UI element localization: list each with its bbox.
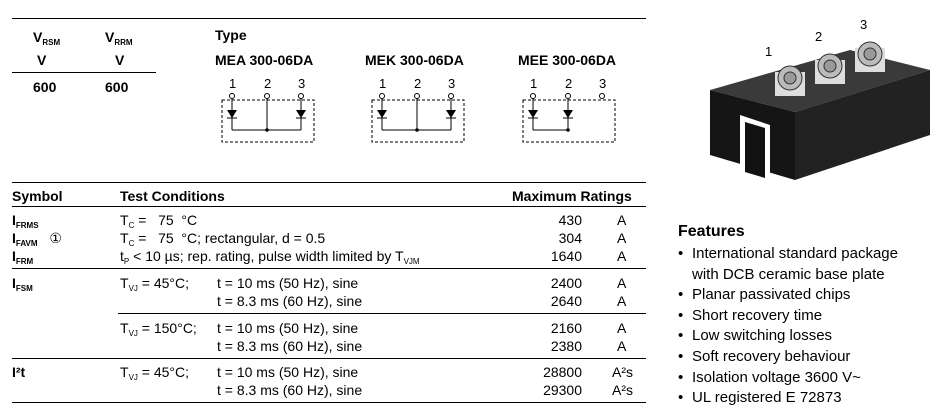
conditions-header: Test Conditions <box>120 188 225 204</box>
sym-ifsm: IFSM <box>12 275 33 293</box>
val-ifavm: 304 <box>558 230 582 246</box>
module-pin-2: 2 <box>815 29 823 44</box>
val-i2t-2: 29300 <box>543 382 582 398</box>
type-mek-name: MEK 300-06DA <box>365 52 464 68</box>
mek-pin-1: 1 <box>379 76 387 91</box>
sym-i2t: I²t <box>12 364 26 380</box>
vrsm-unit: V <box>37 52 47 68</box>
unit-ifsm-150-2: A <box>617 338 627 354</box>
feature-item-continuation: with DCB ceramic base plate <box>692 265 885 283</box>
feature-item: • International standard package <box>678 245 898 262</box>
module-pin-1: 1 <box>765 44 773 59</box>
cond-ifrms: TC = 75 °C <box>120 212 198 230</box>
mea-pin-3: 3 <box>298 76 306 91</box>
sym-ifrm: IFRM <box>12 248 34 266</box>
cond-ifsm-150-line1: t = 10 ms (50 Hz), sine <box>217 320 359 336</box>
sym-ifrms: IFRMS <box>12 212 39 230</box>
table-header-rule <box>12 206 646 207</box>
mek-pin-2: 2 <box>414 76 422 91</box>
unit-i2t-1: A²s <box>612 364 633 380</box>
cond-ifavm: TC = 75 °C; rectangular, d = 0.5 <box>120 230 326 248</box>
unit-ifsm-45-2: A <box>617 293 627 309</box>
mee-pin-1: 1 <box>530 76 538 91</box>
module-pin-3: 3 <box>860 17 868 32</box>
val-ifsm-45-2: 2640 <box>550 293 582 309</box>
type-mea-name: MEA 300-06DA <box>215 52 314 68</box>
mee-schematic <box>522 93 616 143</box>
cond-ifsm-45-line1: t = 10 ms (50 Hz), sine <box>217 275 359 291</box>
unit-ifsm-45-1: A <box>617 275 627 291</box>
vrrm-unit: V <box>115 52 125 68</box>
feature-item: • Isolation voltage 3600 V~ <box>678 368 861 386</box>
sym-ifavm: IFAVM ① <box>12 230 62 248</box>
mee-pin-3: 3 <box>599 76 607 91</box>
voltage-rule <box>12 72 156 73</box>
unit-ifsm-150-1: A <box>617 320 627 336</box>
vrrm-value: 600 <box>105 79 129 95</box>
cond-i2t-line1: t = 10 ms (50 Hz), sine <box>217 364 359 380</box>
cond-ifsm-45-line2: t = 8.3 ms (60 Hz), sine <box>217 293 363 309</box>
unit-ifrms: A <box>617 212 627 228</box>
table-top-rule <box>12 182 646 183</box>
symbol-header: Symbol <box>12 188 63 204</box>
val-ifrms: 430 <box>558 212 582 228</box>
features-list: • International standard package with DCB… <box>678 244 940 409</box>
mek-pin-3: 3 <box>448 76 456 91</box>
tvj-i2t-45: TVJ = 45°C; <box>120 364 190 382</box>
module-photo <box>710 41 930 180</box>
val-i2t-1: 28800 <box>543 364 582 380</box>
tvj-ifsm-150: TVJ = 150°C; <box>120 320 197 338</box>
val-ifsm-45-1: 2400 <box>550 275 582 291</box>
unit-i2t-2: A²s <box>612 382 633 398</box>
feature-item: • Planar passivated chips <box>678 286 851 304</box>
val-ifrm: 1640 <box>550 248 582 264</box>
val-ifsm-150-1: 2160 <box>550 320 582 336</box>
top-rule <box>12 18 646 19</box>
mea-pin-1: 1 <box>229 76 237 91</box>
val-ifsm-150-2: 2380 <box>550 338 582 354</box>
cond-ifsm-150-line2: t = 8.3 ms (60 Hz), sine <box>217 338 363 354</box>
type-mee-name: MEE 300-06DA <box>518 52 617 68</box>
vrrm-header: VRRM <box>105 29 133 47</box>
tvj-ifsm-45: TVJ = 45°C; <box>120 275 190 293</box>
mee-pin-2: 2 <box>565 76 573 91</box>
table-bottom-rule <box>12 402 646 403</box>
note-1-icon: ① <box>49 230 62 246</box>
vrsm-value: 600 <box>33 79 57 95</box>
ratings-header: Maximum Ratings <box>512 188 632 204</box>
type-heading: Type <box>215 27 247 43</box>
rule-ifsm <box>12 268 646 269</box>
feature-item: • Soft recovery behaviour <box>678 347 851 365</box>
feature-item: • Low switching losses <box>678 327 833 345</box>
cond-ifrm: tP < 10 µs; rep. rating, pulse width lim… <box>120 248 420 266</box>
unit-ifavm: A <box>617 230 627 246</box>
cond-i2t-line2: t = 8.3 ms (60 Hz), sine <box>217 382 363 398</box>
mek-schematic <box>371 93 465 143</box>
rule-ifsm-150 <box>118 313 646 314</box>
vrsm-header: VRSM <box>33 29 61 47</box>
feature-item: • Short recovery time <box>678 306 823 324</box>
feature-item: • UL registered E 72873 <box>678 389 842 407</box>
features-heading: Features <box>678 223 745 240</box>
mea-schematic <box>221 93 315 143</box>
rule-i2t <box>12 358 646 359</box>
unit-ifrm: A <box>617 248 627 264</box>
mea-pin-2: 2 <box>264 76 272 91</box>
